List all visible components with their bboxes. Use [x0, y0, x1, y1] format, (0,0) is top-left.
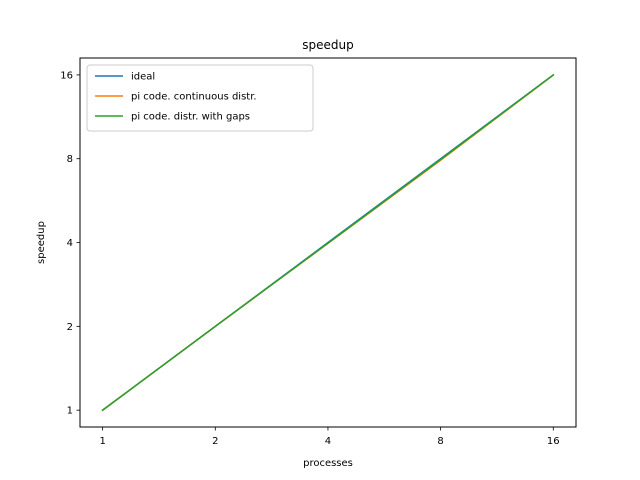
x-tick-label: 2	[212, 436, 218, 447]
x-tick-label: 4	[325, 436, 331, 447]
x-axis-ticks: 1 2 4 8 16	[99, 427, 560, 447]
legend-entry: ideal	[131, 72, 155, 83]
legend-entry: pi code. distr. with gaps	[131, 112, 250, 123]
y-tick-label: 16	[60, 70, 73, 81]
y-tick-label: 2	[67, 322, 73, 333]
y-tick-label: 1	[67, 406, 73, 417]
legend-entry: pi code. continuous distr.	[131, 92, 257, 103]
legend-box	[86, 64, 314, 132]
plot-lines	[101, 73, 555, 412]
y-tick-label: 4	[67, 238, 73, 249]
x-tick-label: 8	[437, 436, 443, 447]
x-axis-label: processes	[303, 458, 353, 469]
x-tick-label: 1	[99, 436, 105, 447]
series-line-2	[101, 73, 555, 412]
chart-title: speedup	[302, 38, 353, 52]
y-axis-ticks: 1 2 4 8 16	[60, 70, 80, 417]
y-tick-label: 8	[67, 154, 73, 165]
x-tick-label: 16	[547, 436, 560, 447]
y-axis-label: speedup	[36, 221, 47, 264]
plot-frame	[79, 57, 577, 428]
legend: ideal pi code. continuous distr. pi code. …	[86, 64, 314, 132]
